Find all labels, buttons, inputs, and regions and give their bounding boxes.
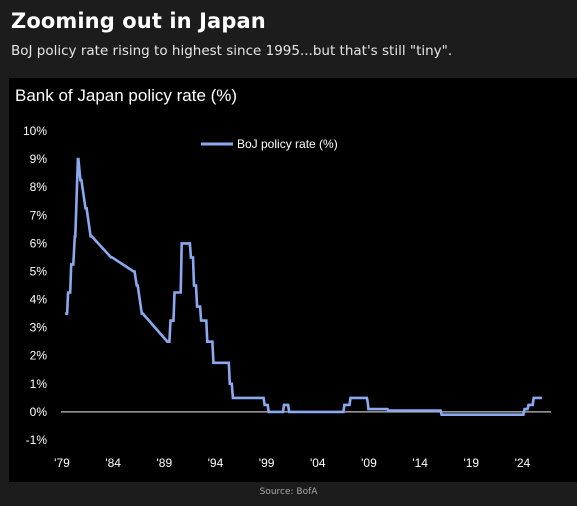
y-tick-label: 5%: [30, 264, 48, 278]
y-tick-label: -1%: [26, 433, 48, 447]
x-tick-label: '79: [54, 456, 70, 470]
x-tick-label: '89: [156, 456, 172, 470]
x-tick-label: '24: [515, 456, 531, 470]
y-tick-label: 0%: [30, 405, 48, 419]
x-tick-label: '84: [105, 456, 121, 470]
y-tick-label: 8%: [30, 180, 48, 194]
line-chart: Bank of Japan policy rate (%) -1% 0% 1% 2% 3…: [15, 86, 551, 470]
x-axis: '79 '84 '89 '94 '99 '04 '09 '14 '19 '24: [54, 456, 530, 470]
page-subtitle: BoJ policy rate rising to highest since …: [11, 43, 453, 59]
y-tick-label: 3%: [30, 321, 48, 335]
y-tick-label: 6%: [30, 236, 48, 250]
y-tick-label: 10%: [23, 124, 47, 138]
x-tick-label: '99: [259, 456, 275, 470]
source-note: Source: BofA: [259, 487, 318, 497]
x-tick-label: '14: [412, 456, 428, 470]
legend: BoJ policy rate (%): [201, 137, 338, 151]
y-tick-label: 9%: [30, 152, 48, 166]
page-title: Zooming out in Japan: [11, 9, 266, 33]
y-axis: -1% 0% 1% 2% 3% 4% 5% 6% 7% 8% 9% 10%: [23, 124, 47, 447]
series-line-boj-policy-rate: [65, 157, 542, 417]
y-tick-label: 1%: [30, 377, 48, 391]
y-tick-label: 2%: [30, 349, 48, 363]
y-tick-label: 4%: [30, 293, 48, 307]
y-tick-label: 7%: [30, 208, 48, 222]
x-tick-label: '19: [463, 456, 479, 470]
x-tick-label: '04: [310, 456, 326, 470]
chart-panel: Bank of Japan policy rate (%) -1% 0% 1% 2% 3…: [9, 78, 577, 482]
legend-label: BoJ policy rate (%): [237, 137, 338, 151]
x-tick-label: '94: [208, 456, 224, 470]
chart-title: Bank of Japan policy rate (%): [15, 86, 237, 105]
x-tick-label: '09: [361, 456, 377, 470]
